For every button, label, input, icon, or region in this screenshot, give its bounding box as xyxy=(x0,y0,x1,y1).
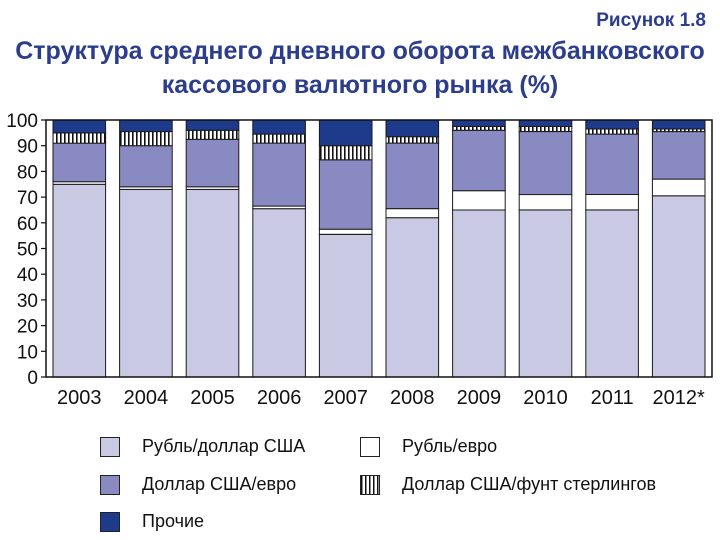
bar-segment-2012-rub_usd xyxy=(651,195,706,378)
bar-segment-2011-other xyxy=(585,119,639,130)
bar-segment-2011-rub_usd xyxy=(585,209,639,378)
legend-item-usd_eur: Доллар США/евро xyxy=(100,474,296,495)
bar-segment-2011-usd_eur xyxy=(585,133,639,196)
legend-item-usd_gbp: Доллар США/фунт стерлингов xyxy=(360,474,656,495)
bars-layer xyxy=(52,119,706,378)
bar-segment-2012-usd_eur xyxy=(651,131,706,180)
legend-swatch-other xyxy=(100,511,120,532)
bar-segment-2006-rub_usd xyxy=(252,208,306,378)
x-tick-label-2003: 2003 xyxy=(57,387,102,409)
legend-label-usd_eur: Доллар США/евро xyxy=(142,474,297,494)
x-tick-label-2004: 2004 xyxy=(124,387,169,409)
x-tick-label-2008: 2008 xyxy=(390,387,435,409)
chart-title: Структура среднего дневного оборота межб… xyxy=(0,34,720,102)
x-tick-label-2006: 2006 xyxy=(257,387,302,409)
x-tick-label-2010: 2010 xyxy=(523,387,568,409)
bar-segment-2004-other xyxy=(119,119,173,133)
x-tick-label-2007: 2007 xyxy=(323,387,368,409)
y-tick-label-0: 0 xyxy=(27,368,38,389)
legend-label-usd_gbp: Доллар США/фунт стерлингов xyxy=(402,474,657,494)
bar-segment-2005-usd_gbp xyxy=(185,129,240,140)
y-tick-label-60: 60 xyxy=(17,214,38,235)
y-tick-label-80: 80 xyxy=(17,162,38,183)
bar-segment-2009-other xyxy=(452,119,506,127)
bar-segment-2007-other xyxy=(318,119,373,147)
bar-segment-2011-usd_gbp xyxy=(585,128,639,135)
bar-segment-2007-rub_eur xyxy=(318,228,373,235)
y-tick-label-50: 50 xyxy=(17,240,38,261)
y-tick-label-100: 100 xyxy=(6,111,38,132)
bar-segment-2010-rub_usd xyxy=(518,209,573,378)
bar-segment-2004-usd_eur xyxy=(119,145,173,188)
bar-segment-2007-usd_eur xyxy=(318,159,373,230)
bar-segment-2010-usd_eur xyxy=(518,131,573,196)
bar-segment-2007-usd_gbp xyxy=(318,145,373,161)
bar-segment-2003-rub_usd xyxy=(52,183,107,378)
bar-segment-2012-other xyxy=(651,119,706,130)
y-tick-label-20: 20 xyxy=(17,317,38,338)
x-tick-label-2012: 2012* xyxy=(653,387,705,409)
y-tick-label-70: 70 xyxy=(17,188,38,209)
bar-segment-2004-usd_gbp xyxy=(119,131,173,147)
x-tick-label-2011: 2011 xyxy=(591,387,634,409)
legend-swatch-usd_eur xyxy=(100,474,120,495)
figure-label: Рисунок 1.8 xyxy=(596,10,706,31)
bar-segment-2003-usd_gbp xyxy=(52,132,107,144)
bar-segment-2003-usd_eur xyxy=(52,142,107,183)
bar-segment-2008-usd_eur xyxy=(385,142,440,210)
y-tick-label-90: 90 xyxy=(17,137,38,158)
axes-layer: 2003 2004 2005 2006 2007 2008 2009 2010 2011 2012… xyxy=(6,111,713,409)
x-tick-label-2005: 2005 xyxy=(190,387,235,409)
bar-segment-2009-rub_usd xyxy=(452,209,506,378)
x-tick-label-2009: 2009 xyxy=(457,387,502,409)
bar-segment-2010-rub_eur xyxy=(518,194,573,211)
bar-segment-2008-rub_usd xyxy=(385,217,440,378)
y-tick-label-40: 40 xyxy=(17,265,38,286)
bar-segment-2010-usd_gbp xyxy=(518,125,573,133)
legend-swatch-rub_eur xyxy=(360,436,380,457)
bar-segment-2005-rub_usd xyxy=(185,188,240,378)
bar-segment-2006-usd_eur xyxy=(252,142,306,207)
bar-segment-2003-other xyxy=(52,119,107,134)
y-tick-label-10: 10 xyxy=(17,342,38,363)
bar-segment-2006-other xyxy=(252,119,306,135)
bar-segment-2008-other xyxy=(385,119,440,138)
bar-segment-2011-rub_eur xyxy=(585,194,639,211)
legend-label-other: Прочие xyxy=(142,511,205,531)
bar-segment-2006-usd_gbp xyxy=(252,133,306,144)
legend-item-other: Прочие xyxy=(100,511,204,532)
bar-segment-2010-other xyxy=(518,119,573,127)
bar-segment-2005-other xyxy=(185,119,240,131)
bar-segment-2012-rub_eur xyxy=(651,178,706,197)
legend-item-rub_eur: Рубль/евро xyxy=(360,436,497,457)
chart-title-line-1: Структура среднего дневного оборота межб… xyxy=(15,37,705,65)
bar-segment-2009-usd_gbp xyxy=(452,125,506,131)
bar-segment-2009-rub_eur xyxy=(452,190,506,211)
bar-segment-2007-rub_usd xyxy=(318,233,373,378)
legend-swatch-usd_gbp xyxy=(360,474,380,495)
bar-segment-2008-rub_eur xyxy=(385,208,440,219)
legend-label-rub_eur: Рубль/евро xyxy=(402,436,498,456)
bar-segment-2008-usd_gbp xyxy=(385,136,440,144)
legend-swatch-rub_usd xyxy=(100,436,120,457)
y-tick-label-30: 30 xyxy=(17,291,38,312)
chart-title-line-2: кассового валютного рынка (%) xyxy=(161,71,559,99)
legend-label-rub_usd: Рубль/доллар США xyxy=(142,436,306,456)
bar-segment-2009-usd_eur xyxy=(452,129,506,192)
legend-item-rub_usd: Рубль/доллар США xyxy=(100,436,305,457)
bar-segment-2005-usd_eur xyxy=(185,138,240,188)
bar-segment-2004-rub_usd xyxy=(119,188,173,378)
